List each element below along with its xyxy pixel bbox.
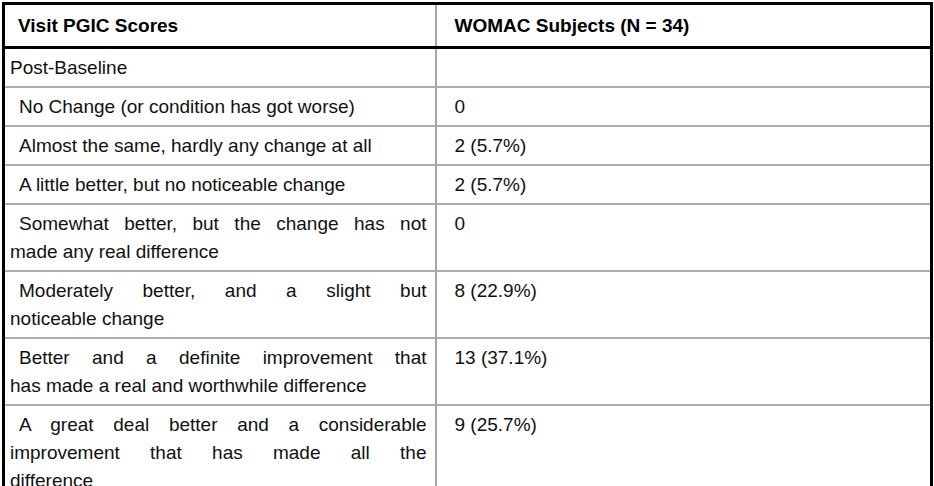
category-cell: Better and a definite improvement thatha… xyxy=(4,338,436,405)
table-row: Moderately better, and a slight butnotic… xyxy=(4,271,932,338)
value-cell: 2 (5.7%) xyxy=(436,165,932,204)
table-row: Somewhat better, but the change has notm… xyxy=(4,204,932,271)
table-row: A great deal better and a considerableim… xyxy=(4,405,932,486)
category-text-line: Post-Baseline xyxy=(10,54,427,82)
table-row: A little better, but no noticeable chang… xyxy=(4,165,932,204)
table-row: Better and a definite improvement thatha… xyxy=(4,338,932,405)
value-cell: 0 xyxy=(436,204,932,271)
value-cell: 9 (25.7%) xyxy=(436,405,932,486)
category-cell: Somewhat better, but the change has notm… xyxy=(4,204,436,271)
category-cell: A great deal better and a considerableim… xyxy=(4,405,436,486)
value-cell: 2 (5.7%) xyxy=(436,126,932,165)
table-row: Post-Baseline xyxy=(4,48,932,88)
value-cell: 13 (37.1%) xyxy=(436,338,932,405)
category-cell: A little better, but no noticeable chang… xyxy=(4,165,436,204)
category-text-line: improvement that has made all the xyxy=(10,439,427,467)
value-cell: 8 (22.9%) xyxy=(436,271,932,338)
table-row: Almost the same, hardly any change at al… xyxy=(4,126,932,165)
category-text-line: noticeable change xyxy=(10,305,427,333)
category-cell: No Change (or condition has got worse) xyxy=(4,87,436,126)
category-text-line: No Change (or condition has got worse) xyxy=(10,93,427,121)
value-cell xyxy=(436,48,932,88)
table-row: No Change (or condition has got worse) 0 xyxy=(4,87,932,126)
category-cell: Post-Baseline xyxy=(4,48,436,88)
pgic-results-table: Visit PGIC Scores WOMAC Subjects (N = 34… xyxy=(2,2,933,486)
category-text-line: A little better, but no noticeable chang… xyxy=(10,171,427,199)
category-text-line: Moderately better, and a slight but xyxy=(10,277,427,305)
document-page: Visit PGIC Scores WOMAC Subjects (N = 34… xyxy=(0,0,934,486)
category-text-line: difference xyxy=(10,467,427,486)
column-header-visit-pgic-scores: Visit PGIC Scores xyxy=(4,4,436,48)
category-text-line: A great deal better and a considerable xyxy=(10,411,427,439)
category-cell: Almost the same, hardly any change at al… xyxy=(4,126,436,165)
column-header-womac-subjects: WOMAC Subjects (N = 34) xyxy=(436,4,932,48)
header-row: Visit PGIC Scores WOMAC Subjects (N = 34… xyxy=(4,4,932,48)
category-text-line: made any real difference xyxy=(10,238,427,266)
category-text-line: has made a real and worthwhile differenc… xyxy=(10,372,427,400)
category-text-line: Somewhat better, but the change has not xyxy=(10,210,427,238)
category-cell: Moderately better, and a slight butnotic… xyxy=(4,271,436,338)
value-cell: 0 xyxy=(436,87,932,126)
table-body: Post-Baseline No Change (or condition has… xyxy=(4,48,932,486)
category-text-line: Better and a definite improvement that xyxy=(10,344,427,372)
category-text-line: Almost the same, hardly any change at al… xyxy=(10,132,427,160)
